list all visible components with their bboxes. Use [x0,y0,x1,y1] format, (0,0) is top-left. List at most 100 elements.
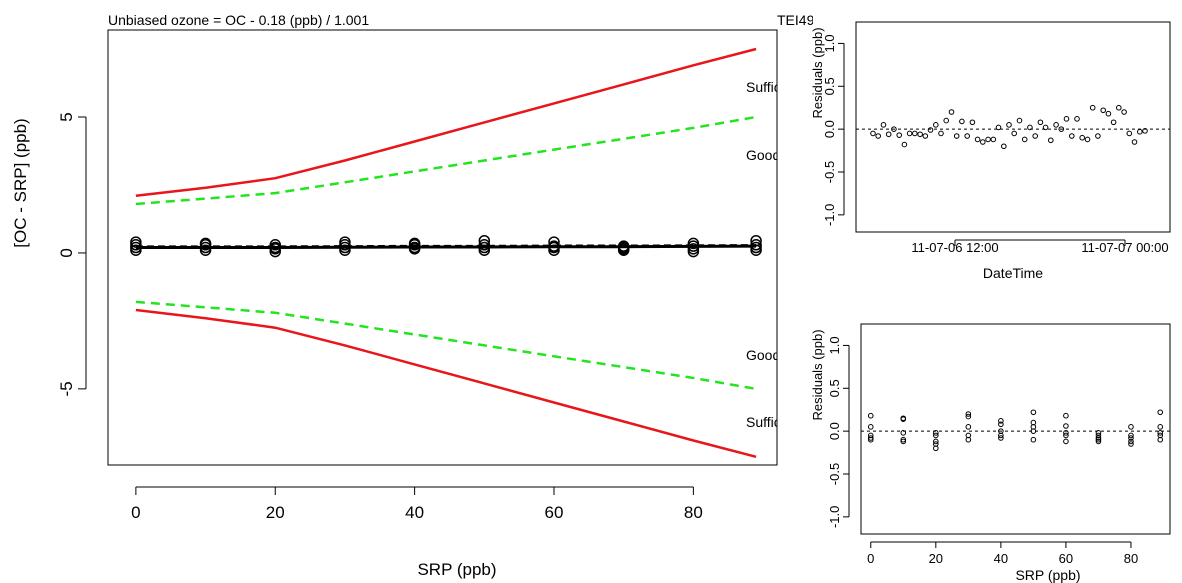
residual-srp-x-tick-label: 20 [929,551,943,566]
residual-y-tick-label: 1.0 [827,336,842,354]
residual-time-point [871,131,876,136]
residuals-time-plot: DateTime Residuals (ppb) -1.0 -0.5 0.0 0.5 1… [810,22,1170,281]
residual-time-point [1017,118,1022,123]
residual-srp-point [868,425,873,430]
residual-time-point [1012,131,1017,136]
main-x-tick-label: 0 [131,503,140,522]
main-x-tick-label: 60 [545,503,564,522]
residual-srp-point [1129,425,1134,430]
residual-time-point [1090,105,1095,110]
residual-time-point [1127,131,1132,136]
residual-time-point [986,137,991,142]
residuals-srp-frame [861,324,1170,534]
residual-time-point [1028,125,1033,130]
residual-srp-point [868,413,873,418]
residual-time-point [902,142,907,147]
sufficient-upper-line [136,49,756,196]
residuals-srp-points [868,410,1162,451]
residual-time-point [1117,105,1122,110]
residual-y-tick-label: 0.5 [822,77,837,95]
main-x-tick-label: 80 [684,503,703,522]
residual-time-point [965,134,970,139]
residual-time-point [876,134,881,139]
residual-time-point [1049,138,1054,143]
band-label-good-lower: Good [746,347,780,363]
residual-srp-point [1031,437,1036,442]
main-x-tick-label: 20 [266,503,285,522]
residuals-srp-ylabel: Residuals (ppb) [810,329,825,420]
residual-time-point [1138,129,1143,134]
sufficient-lower-line [136,310,756,457]
residuals-time-axes: -1.0 -0.5 0.0 0.5 1.0 11-07-06 12:00 11-07-07 … [822,34,1170,255]
residual-y-tick-label: 0.5 [827,379,842,397]
residual-time-point [1022,137,1027,142]
band-label-good-upper: Good [746,147,780,163]
residual-y-tick-label: 1.0 [822,34,837,52]
residual-time-point [1132,140,1137,145]
residual-y-tick-label: 0.0 [827,422,842,440]
residual-srp-point [966,425,971,430]
residual-y-tick-label: -0.5 [827,463,842,485]
residual-time-point [1111,120,1116,125]
main-plot-axes: 0 20 40 60 80 -5 0 5 [57,112,703,522]
band-label-sufficient-upper: Sufficient [746,79,803,95]
residuals-srp-axes: -1.0 -0.5 0.0 0.5 1.0 0 20 40 60 80 [827,336,1170,566]
residual-time-point [1064,117,1069,122]
residual-time-point [1122,110,1127,115]
residual-time-point [981,140,986,145]
residual-time-point [1075,117,1080,122]
residuals-srp-plot: SRP (ppb) Residuals (ppb) -1.0 -0.5 0.0 0.5… [810,324,1170,583]
residual-srp-x-tick-label: 40 [994,551,1008,566]
residual-time-point [1054,123,1059,128]
residual-time-point [928,128,933,133]
residual-srp-point [1064,413,1069,418]
residual-srp-point [1064,439,1069,444]
residual-time-point [1070,134,1075,139]
residual-time-point [907,131,912,136]
residual-time-point [918,132,923,137]
residual-time-point [1096,134,1101,139]
main-plot-series [136,49,756,457]
main-plot-title: Unbiased ozone = OC - 0.18 (ppb) / 1.001 [108,12,369,28]
residual-time-point [939,131,944,136]
residual-time-point [934,123,939,128]
residual-time-point [1002,144,1007,149]
residual-time-point [949,110,954,115]
main-y-tick-label: 5 [57,112,76,121]
residual-time-point [886,132,891,137]
residual-time-point [1033,134,1038,139]
residual-time-point [897,133,902,138]
residual-srp-point [1158,410,1163,415]
residual-y-tick-label: -1.0 [827,506,842,528]
residual-srp-x-tick-label: 80 [1124,551,1138,566]
residuals-time-xlabel: DateTime [983,265,1043,281]
residual-y-tick-label: 0.0 [822,120,837,138]
main-y-tick-label: -5 [57,381,76,396]
residual-srp-point [1064,424,1069,429]
main-plot-xlabel: SRP (ppb) [417,560,496,579]
residual-time-point [1043,125,1048,130]
residual-time-point [944,118,949,123]
residual-time-point [960,119,965,124]
main-x-tick-label: 40 [405,503,424,522]
residual-time-point [881,123,886,128]
good-lower-line [136,302,756,389]
main-plot-ylabel: [OC - SRP] (ppb) [11,118,30,247]
residual-time-point [975,137,980,142]
good-upper-line [136,117,756,204]
residual-y-tick-label: -0.5 [822,161,837,183]
residual-time-point [991,137,996,142]
main-plot: Unbiased ozone = OC - 0.18 (ppb) / 1.001… [11,12,815,579]
residual-time-x-tick-label: 11-07-06 12:00 [911,240,998,255]
residual-srp-point [1158,425,1163,430]
residual-time-point [1101,108,1106,113]
residual-time-point [913,131,918,136]
residual-time-point [923,134,928,139]
residual-srp-x-tick-label: 60 [1059,551,1073,566]
band-label-sufficient-lower: Sufficient [746,414,803,430]
residual-time-point [996,125,1001,130]
residual-time-point [1038,120,1043,125]
residual-time-point [1080,135,1085,140]
main-y-tick-label: 0 [57,248,76,257]
residuals-time-frame [856,22,1170,232]
